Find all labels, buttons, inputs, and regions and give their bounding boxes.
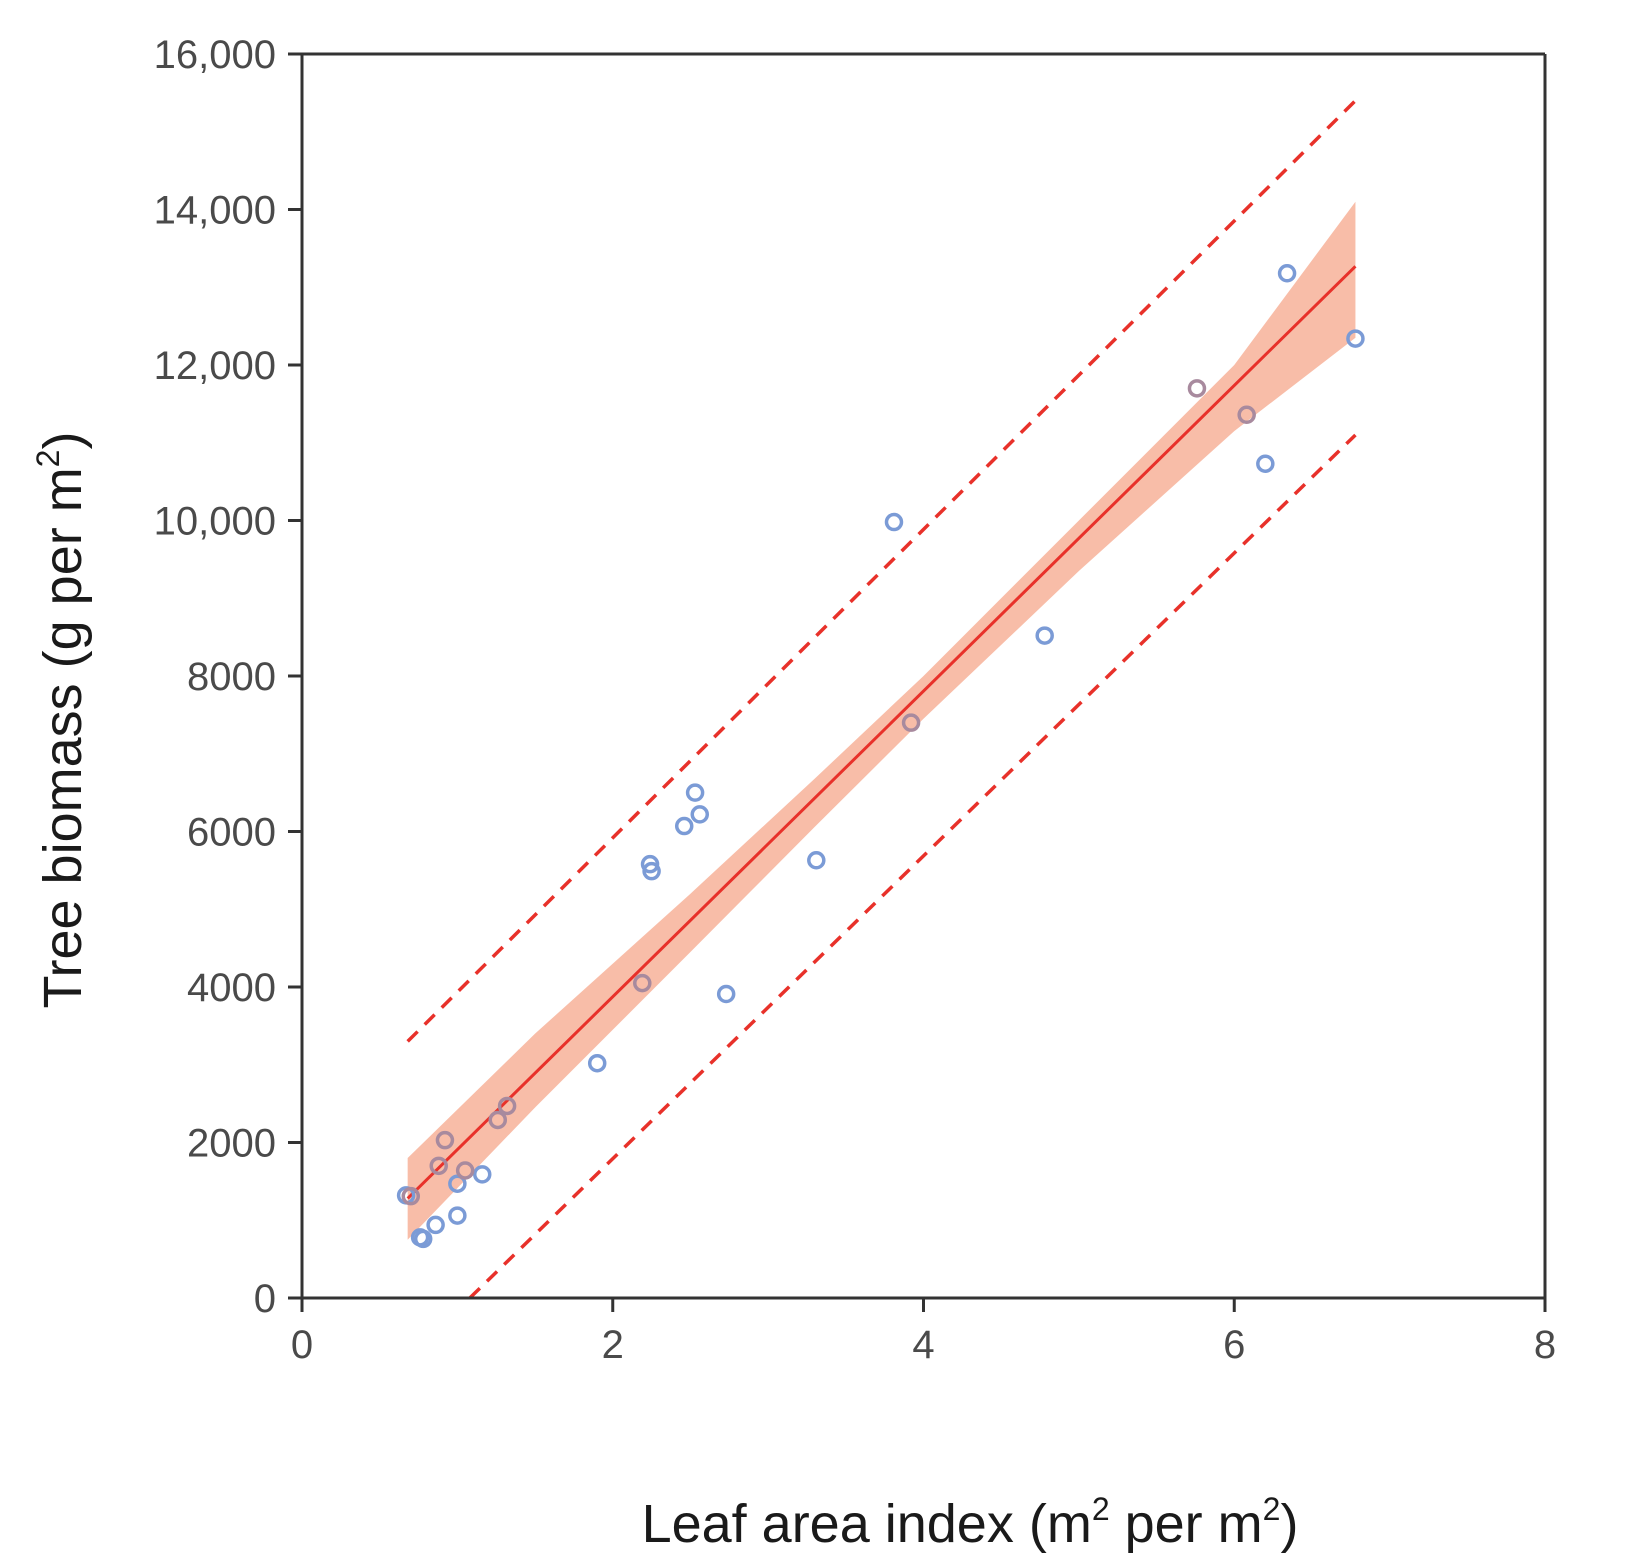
data-point-group-a <box>807 851 826 870</box>
data-point-group-b <box>1237 405 1256 425</box>
y-tick-label: 10,000 <box>154 500 276 544</box>
x-axis-title-pre: Leaf area index (m <box>642 1494 1092 1554</box>
x-axis-title: Leaf area index (m2 per m2) <box>642 1491 1299 1554</box>
y-axis-title-pre: Tree biomass (g per m <box>33 467 93 1008</box>
y-axis-title-sup: 2 <box>30 450 66 468</box>
data-point-group-a <box>1346 329 1365 348</box>
x-tick-label: 0 <box>291 1323 313 1367</box>
x-tick-label: 4 <box>912 1323 934 1367</box>
y-tick-label: 14,000 <box>154 189 276 233</box>
x-tick-label: 6 <box>1223 1323 1245 1367</box>
data-point-group-a <box>472 1165 492 1184</box>
data-point-group-a <box>448 1206 467 1225</box>
data-point-group-a <box>1277 264 1297 283</box>
data-point-group-a <box>642 861 661 881</box>
data-point-group-a <box>426 1215 445 1235</box>
prediction-interval-lower <box>468 433 1357 1300</box>
data-point-group-b <box>488 1110 508 1130</box>
y-axis-title: Tree biomass (g per m2) <box>30 432 93 1009</box>
data-point-group-a <box>690 805 710 824</box>
y-tick-label: 8000 <box>187 655 276 699</box>
x-axis-title-sup1: 2 <box>1092 1491 1110 1527</box>
data-point-group-a <box>413 1229 433 1249</box>
data-point-group-b <box>901 713 921 732</box>
x-axis-title-sup2: 2 <box>1263 1491 1281 1527</box>
axes-frame <box>300 52 1547 1300</box>
y-tick-label: 12,000 <box>154 344 276 388</box>
data-point-group-a <box>674 816 694 836</box>
data-point-group-a <box>884 512 904 532</box>
prediction-interval-layer <box>406 99 1357 1300</box>
confidence-band-layer <box>407 201 1356 1240</box>
x-axis-title-mid: per m <box>1110 1494 1263 1554</box>
y-axis-title-post: ) <box>33 432 93 450</box>
data-point-group-a <box>1035 626 1054 645</box>
data-point-group-b <box>497 1096 517 1116</box>
x-axis-title-post: ) <box>1280 1494 1298 1554</box>
y-tick-label: 2000 <box>187 1122 276 1166</box>
data-point-group-a <box>1256 454 1275 473</box>
data-point-group-b <box>429 1156 448 1176</box>
data-point-group-b <box>401 1186 421 1206</box>
data-point-group-a <box>716 984 736 1004</box>
confidence-band <box>407 201 1356 1240</box>
y-axis-ticks: 0 2000 4000 6000 8000 10,000 12,000 14,000 16,00… <box>154 33 302 1321</box>
data-point-group-a <box>587 1053 607 1073</box>
y-tick-label: 0 <box>254 1277 276 1321</box>
x-tick-label: 2 <box>602 1323 624 1367</box>
y-tick-label: 4000 <box>187 966 276 1010</box>
y-tick-label: 6000 <box>187 811 276 855</box>
y-tick-label: 16,000 <box>154 33 276 77</box>
regression-line <box>406 265 1357 1200</box>
x-axis-ticks: 0 2 4 6 8 <box>291 1298 1556 1367</box>
prediction-interval-upper <box>406 99 1357 1043</box>
data-points <box>396 264 1365 1249</box>
data-point-group-a <box>685 783 705 802</box>
data-point-group-a <box>448 1174 467 1193</box>
data-point-group-b <box>1187 379 1207 398</box>
data-point-group-b <box>455 1161 475 1180</box>
data-point-group-b <box>435 1130 455 1150</box>
x-tick-label: 8 <box>1534 1323 1556 1367</box>
data-point-group-b <box>633 973 652 993</box>
